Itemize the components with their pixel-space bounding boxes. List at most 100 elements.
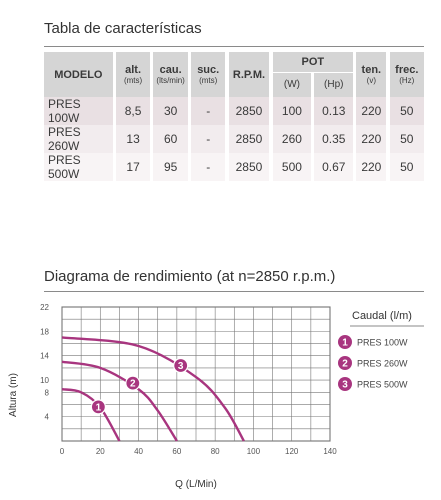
- table-row: PRES 260W 13 60 - 2850 260 0.35 220 50: [44, 125, 424, 153]
- x-axis-label: Q (L/Min): [175, 479, 217, 490]
- cell-rpm: 2850: [228, 97, 270, 125]
- cell-hz: 50: [389, 153, 424, 181]
- curve-marker-circle: [125, 375, 141, 391]
- x-tick-label: 40: [134, 447, 143, 456]
- cell-model: PRES 100W: [44, 97, 113, 125]
- cell-ten: 220: [356, 153, 387, 181]
- cell-cau: 60: [153, 125, 188, 153]
- series-line: [61, 388, 121, 442]
- spec-section-title: Tabla de características: [44, 20, 202, 37]
- header-alt-unit: (mts): [123, 75, 143, 85]
- legend-label: PRES 100W: [357, 338, 408, 348]
- curve-marker-label: 1: [96, 402, 102, 413]
- chart-title-divider: [44, 291, 424, 292]
- cell-hz: 50: [389, 125, 424, 153]
- cell-rpm: 2850: [228, 125, 270, 153]
- chart-section-title: Diagrama de rendimiento (at n=2850 r.p.m…: [44, 268, 336, 285]
- legend-marker-label: 1: [342, 338, 348, 349]
- x-tick-label: 140: [323, 447, 337, 456]
- chart-markers: 1 2 3: [90, 357, 189, 415]
- spec-table: MODELO alt. (mts) cau. (lts/min) suc. (m…: [44, 52, 424, 181]
- chart-grid: [61, 306, 331, 442]
- cell-model: PRES 500W: [44, 153, 113, 181]
- series-line: [61, 360, 178, 442]
- header-cau-unit: (lts/min): [156, 75, 185, 85]
- cell-cau: 95: [153, 153, 188, 181]
- header-cau-label: cau.: [159, 63, 182, 76]
- x-tick-label: 60: [172, 447, 181, 456]
- cell-cau: 30: [153, 97, 188, 125]
- y-axis-label: Altura (m): [8, 373, 19, 417]
- header-frec: frec. (Hz): [389, 52, 424, 97]
- chart-curves: [61, 336, 245, 442]
- cell-hp: 0.67: [314, 153, 354, 181]
- curve-marker-label: 3: [178, 361, 184, 372]
- cell-alt: 8,5: [115, 97, 151, 125]
- cell-alt: 13: [115, 125, 151, 153]
- header-ten: ten. (v): [356, 52, 387, 97]
- legend-item: 1 PRES 100W: [338, 335, 408, 349]
- header-ten-label: ten.: [361, 63, 382, 76]
- cell-w: 100: [272, 97, 312, 125]
- header-suc: suc. (mts): [191, 52, 226, 97]
- curve-marker: 3: [173, 357, 189, 374]
- y-tick-label: 8: [45, 388, 50, 397]
- cell-model: PRES 260W: [44, 125, 113, 153]
- legend-marker-label: 3: [342, 380, 348, 391]
- table-row: PRES 100W 8,5 30 - 2850 100 0.13 220 50: [44, 97, 424, 125]
- legend-marker: [338, 356, 352, 370]
- table-row: PRES 500W 17 95 - 2850 500 0.67 220 50: [44, 153, 424, 181]
- cell-w: 500: [272, 153, 312, 181]
- legend-marker: [338, 335, 352, 349]
- series-line: [61, 336, 245, 442]
- x-tick-label: 100: [247, 447, 261, 456]
- cell-rpm: 2850: [228, 153, 270, 181]
- performance-chart: 1 2 3 0 20 40 60 80 100 120 140 4 8 10 14 18 22 Q (L/Mi…: [8, 303, 424, 490]
- spec-title-divider: [44, 46, 424, 47]
- chart-legend: Caudal (l/m) 1 PRES 100W 2 PRES 260W 3 PRES 5…: [338, 310, 424, 391]
- cell-ten: 220: [356, 97, 387, 125]
- curve-marker-circle: [173, 357, 189, 374]
- legend-item: 2 PRES 260W: [338, 356, 408, 370]
- header-frec-unit: (Hz): [399, 75, 415, 85]
- cell-hz: 50: [389, 97, 424, 125]
- cell-hp: 0.35: [314, 125, 354, 153]
- cell-hp: 0.13: [314, 97, 354, 125]
- legend-label: PRES 260W: [357, 359, 408, 369]
- y-tick-label: 4: [45, 413, 50, 422]
- curve-marker-circle: [90, 399, 106, 415]
- y-tick-label: 22: [40, 303, 49, 312]
- legend-item: 3 PRES 500W: [338, 377, 408, 391]
- header-suc-label: suc.: [197, 63, 220, 76]
- legend-title: Caudal (l/m): [352, 310, 412, 322]
- curve-marker: 2: [125, 375, 141, 391]
- header-pot: POT: [272, 52, 354, 73]
- header-frec-label: frec.: [395, 63, 419, 76]
- x-tick-label: 80: [211, 447, 220, 456]
- x-tick-label: 120: [285, 447, 299, 456]
- y-tick-label: 14: [40, 352, 49, 361]
- header-rpm: R.P.M.: [228, 52, 270, 97]
- x-tick-label: 20: [96, 447, 105, 456]
- header-cau: cau. (lts/min): [153, 52, 188, 97]
- header-pot-w: (W): [272, 72, 312, 97]
- cell-suc: -: [191, 153, 226, 181]
- header-suc-unit: (mts): [199, 75, 218, 85]
- cell-w: 260: [272, 125, 312, 153]
- chart-ticks: 0 20 40 60 80 100 120 140 4 8 10 14 18 22: [40, 303, 337, 456]
- legend-marker-label: 2: [342, 359, 348, 370]
- cell-suc: -: [191, 97, 226, 125]
- header-pot-hp: (Hp): [314, 72, 354, 97]
- cell-alt: 17: [115, 153, 151, 181]
- header-alt: alt. (mts): [115, 52, 151, 97]
- header-model: MODELO: [44, 52, 113, 97]
- header-ten-unit: (v): [366, 75, 376, 85]
- legend-marker: [338, 377, 352, 391]
- y-tick-label: 18: [40, 327, 49, 336]
- cell-suc: -: [191, 125, 226, 153]
- header-alt-label: alt.: [125, 63, 142, 76]
- x-tick-label: 0: [60, 447, 65, 456]
- curve-marker: 1: [90, 399, 106, 415]
- curve-marker-label: 2: [130, 379, 136, 390]
- legend-label: PRES 500W: [357, 380, 408, 390]
